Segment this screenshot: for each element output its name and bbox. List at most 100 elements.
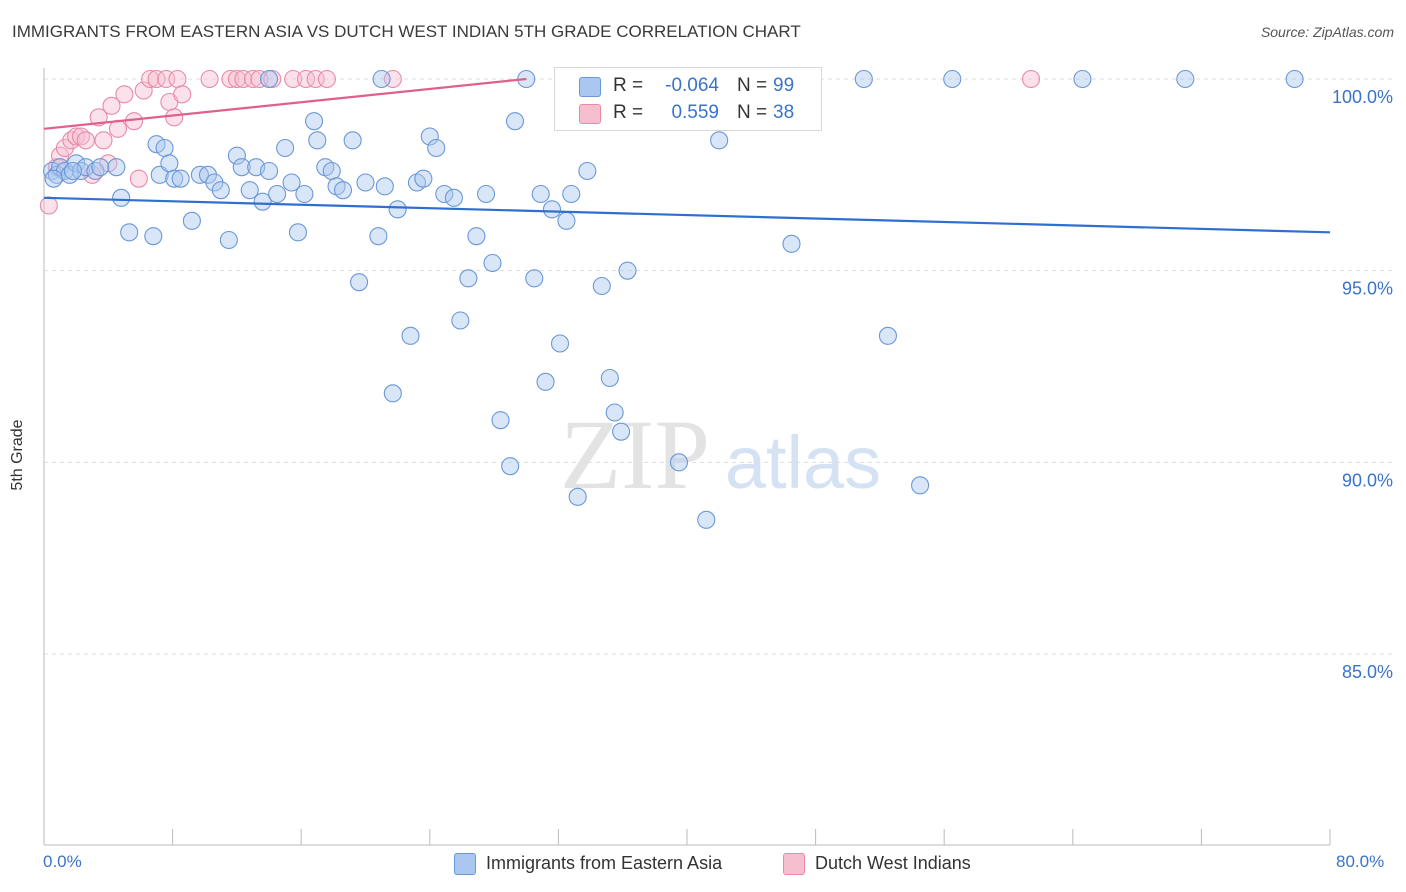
x-axis-max-label: 80.0% [1336,852,1385,871]
data-point [459,269,478,288]
legend: Immigrants from Eastern Asia Dutch West … [0,850,1406,878]
data-point [227,146,246,165]
data-point [243,69,263,89]
legend-swatch-blue [454,853,476,875]
data-point [55,138,74,158]
data-point [531,184,550,204]
data-point [605,403,624,422]
trend-lines [43,77,1331,234]
data-point [165,169,184,188]
data-point [198,165,218,184]
data-point [477,184,496,204]
data-point [444,188,463,207]
series-immigrants-eastern-asia [42,69,1304,529]
data-point [350,273,369,292]
data-point [1073,69,1092,89]
data-point [542,200,562,219]
data-point [372,69,391,89]
data-point [232,158,251,177]
data-point [343,131,362,150]
data-point [112,188,131,207]
data-point [1176,69,1195,89]
data-point [525,269,544,288]
data-point [240,181,259,200]
data-point [305,112,324,131]
data-point [144,227,163,246]
data-point [383,384,402,403]
data-point [618,261,637,280]
data-point [205,173,224,192]
data-point [296,69,316,89]
data-point [483,253,502,273]
n-label: N = [737,102,768,123]
data-point [435,184,454,204]
data-point [107,158,126,177]
data-point [562,184,581,204]
data-point [427,138,446,158]
data-point [550,334,570,353]
data-point [253,192,272,211]
r-value: 0.559 [671,102,719,123]
data-point [600,368,619,388]
data-point [710,131,729,150]
data-point [171,169,190,188]
data-point [268,184,287,204]
data-point [284,69,303,89]
data-point [221,69,240,89]
data-point [854,69,873,89]
data-point [536,372,555,391]
data-point [227,69,246,89]
data-point [160,154,179,173]
n-label: N = [737,75,768,96]
legend-label: Immigrants from Eastern Asia [486,853,723,873]
data-point [91,158,110,177]
x-axis-min-label: 0.0% [43,852,82,871]
data-point [669,453,689,472]
data-point [592,276,611,296]
axes [43,68,1331,846]
y-tick-labels: 100.0% 95.0% 90.0% 85.0% [1332,87,1393,682]
data-point [120,223,139,242]
watermark-atlas: atlas [725,421,881,504]
data-point [501,457,520,476]
data-point [911,476,930,495]
data-point [44,169,63,188]
data-point [259,161,279,181]
n-value: 38 [773,102,795,123]
stats-swatch-pink [579,104,601,124]
data-point [1021,69,1041,89]
data-point [219,230,238,250]
data-point [94,131,113,150]
y-tick-label: 85.0% [1342,662,1393,682]
data-point [67,127,86,146]
data-point [76,131,95,150]
data-point [505,112,525,131]
data-point [782,234,801,253]
data-point [165,108,184,127]
data-point [129,169,148,188]
data-point [467,227,486,246]
legend-label: Dutch West Indians [815,853,971,873]
data-point [141,69,160,89]
data-point [697,510,716,529]
data-point [414,169,433,188]
stats-swatch-blue [579,77,601,97]
data-point [168,69,187,89]
data-point [134,81,153,100]
watermark: ZIP atlas [560,399,881,510]
source-credit: Source: ZipAtlas.com [1260,24,1394,40]
data-point [322,161,341,181]
data-point [39,196,58,215]
data-point [491,411,510,430]
data-point [333,181,353,200]
data-point [568,487,587,506]
data-point [317,69,336,89]
r-label: R = [613,102,644,123]
data-point [612,422,631,441]
data-point [173,85,192,104]
n-value: 99 [773,75,795,96]
r-value: -0.064 [665,75,719,96]
stats-box: R = -0.064 N = 99 R = 0.559 N = 38 [554,67,822,131]
data-point [308,131,327,150]
data-point [557,211,576,230]
